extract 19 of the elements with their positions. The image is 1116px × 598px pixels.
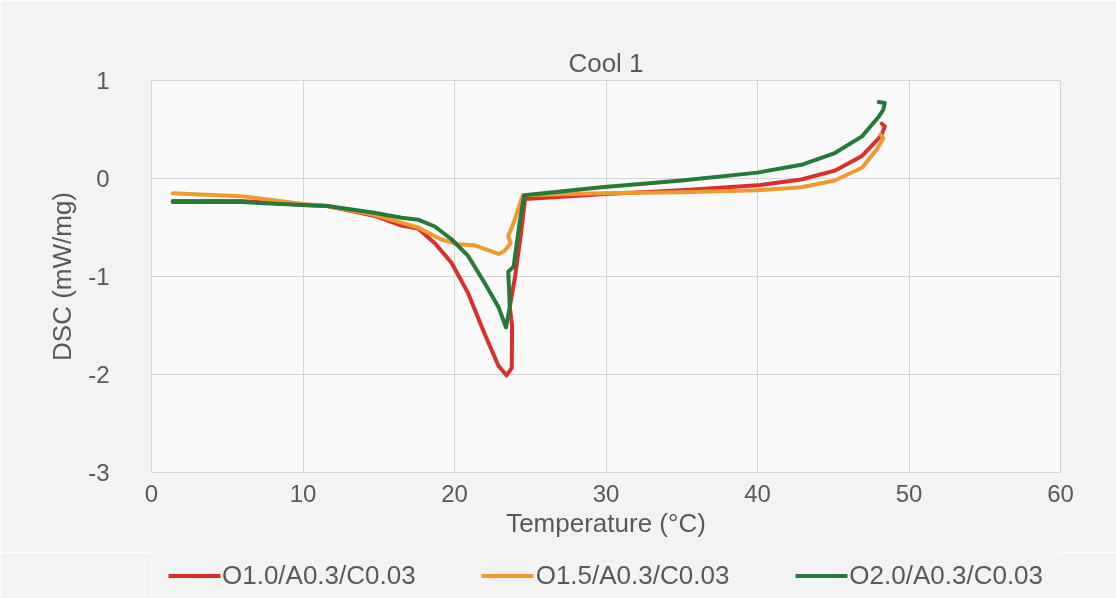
- legend-label: O1.5/A0.3/C0.03: [535, 559, 730, 591]
- chart-title: Cool 1: [568, 47, 644, 78]
- x-tick-label: 50: [895, 479, 923, 507]
- y-tick-label: -2: [88, 361, 110, 388]
- x-axis-title: Temperature (°C): [506, 507, 706, 538]
- x-tick-label: 0: [144, 479, 159, 507]
- x-tick-label: 40: [744, 479, 771, 507]
- x-tick-label: 20: [441, 479, 468, 507]
- x-tick-label: 60: [1047, 479, 1074, 507]
- x-tick-label: 30: [592, 479, 620, 507]
- y-axis-title: DSC (mW/mg): [47, 192, 78, 361]
- x-tick-label: 10: [289, 479, 317, 507]
- y-tick-label: -3: [88, 459, 110, 486]
- legend-label: O2.0/A0.3/C0.03: [849, 559, 1044, 591]
- y-tick-label: 1: [96, 67, 110, 94]
- y-tick-label: -1: [88, 263, 110, 290]
- y-tick-label: 0: [96, 165, 110, 192]
- line-series: [170, 100, 887, 330]
- legend-label: O1.0/A0.3/C0.03: [221, 559, 416, 591]
